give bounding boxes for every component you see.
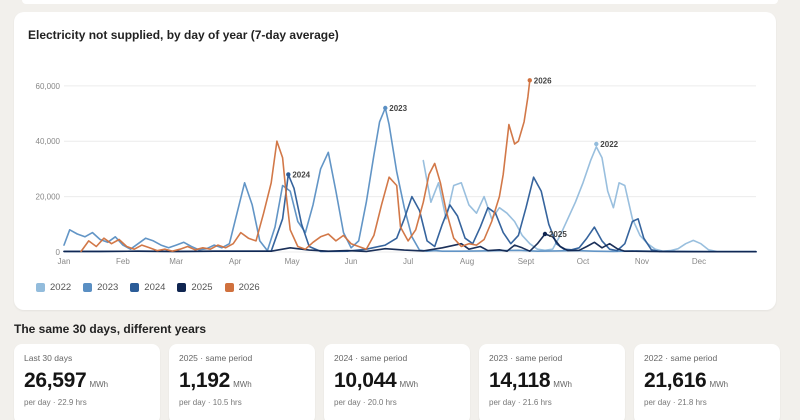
series-end-label: 2026 [534,76,552,85]
series-end-point [286,172,291,177]
y-tick-label: 20,000 [36,193,61,202]
comparison-cards: Last 30 days 26,597 MWh per day · 22.9 hr… [14,344,794,420]
x-tick-label: Aug [460,257,474,266]
x-tick-label: Apr [229,257,242,266]
x-tick-label: Jan [58,257,71,266]
x-tick-label: Feb [116,257,130,266]
comparison-title: The same 30 days, different years [14,322,207,336]
stat-label: Last 30 days [24,353,73,363]
legend-swatch [36,283,45,292]
series-line-2022 [422,146,717,253]
chart-card: Electricity not supplied, by day of year… [14,12,776,310]
series-end-point [542,231,548,237]
y-tick-label: 60,000 [36,82,61,91]
series-end-label: 2023 [389,104,407,113]
stat-value: 26,597 [24,369,87,392]
stat-card-2023: 2023 · same period 14,118 MWh per day · 2… [479,344,625,420]
legend-label: 2025 [191,282,213,293]
x-tick-label: May [285,257,300,266]
stat-value: 1,192 [179,369,231,392]
stat-value: 14,118 [489,369,551,392]
line-chart: 0 20,000 40,000 60,000 Jan Feb Mar Apr May Jun Jul… [36,76,757,266]
y-tick-label: 0 [56,248,61,257]
legend-item-2026[interactable]: 2026 [224,282,260,293]
stat-subtext: per day · 22.9 hrs [24,398,87,407]
series-line-2025 [63,233,757,253]
stat-label: 2024 · same period [334,353,408,363]
x-tick-label: Jul [403,257,413,266]
stat-card-last-30-days: Last 30 days 26,597 MWh per day · 22.9 hr… [14,344,160,420]
legend-label: 2024 [144,282,166,293]
x-tick-label: Oct [577,257,590,266]
series-end-label: 2025 [549,230,567,239]
legend-swatch [130,283,140,292]
series-end-point [527,78,532,83]
series-end-label: 2022 [600,140,618,149]
stat-unit: MWh [233,380,252,389]
stat-subtext: per day · 10.5 hrs [179,398,242,407]
stat-card-2024: 2024 · same period 10,044 MWh per day · 2… [324,344,470,420]
series-line-2026 [80,79,531,253]
stat-unit: MWh [89,380,109,389]
series-end-point [383,105,388,111]
x-tick-label: Jun [345,257,358,266]
legend-swatch [177,283,187,292]
x-tick-label: Nov [635,257,649,266]
series-line-2023 [63,107,757,253]
series-line-2024 [63,173,757,253]
stat-card-2022: 2022 · same period 21,616 MWh per day · 2… [634,344,780,420]
stat-subtext: per day · 21.6 hrs [489,398,552,407]
legend-swatch [83,283,93,292]
stat-unit: MWh [709,380,729,389]
legend-label: 2023 [97,282,119,293]
chart-title: Electricity not supplied, by day of year… [28,28,339,42]
stat-unit: MWh [553,380,572,389]
stat-value: 21,616 [644,369,707,392]
stat-label: 2025 · same period [179,353,253,363]
stat-value: 10,044 [334,369,397,392]
chart-legend: 2022 2023 2024 2025 2026 [36,282,260,293]
stat-unit: MWh [399,380,419,389]
legend-item-2023[interactable]: 2023 [83,282,118,293]
x-tick-label: Dec [692,257,706,266]
legend-item-2024[interactable]: 2024 [130,282,165,293]
x-tick-label: Sept [518,257,535,266]
x-tick-label: Mar [169,257,183,266]
series-end-label: 2024 [292,170,310,179]
legend-swatch [224,283,234,292]
series-end-point [594,141,599,147]
stat-card-2025: 2025 · same period 1,192 MWh per day · 10… [169,344,315,420]
legend-item-2025[interactable]: 2025 [177,282,213,293]
previous-card-edge [22,0,778,4]
legend-item-2022[interactable]: 2022 [36,282,71,293]
legend-label: 2022 [50,282,72,293]
y-tick-label: 40,000 [36,137,61,146]
stat-subtext: per day · 20.0 hrs [334,398,397,407]
legend-label: 2026 [238,282,260,293]
stat-label: 2023 · same period [489,353,563,363]
stat-subtext: per day · 21.8 hrs [644,398,707,407]
stat-label: 2022 · same period [644,353,718,363]
